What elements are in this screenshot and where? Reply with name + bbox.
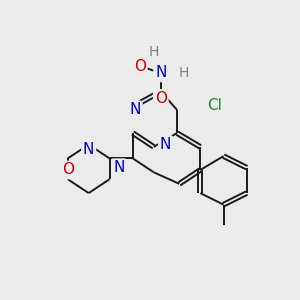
Text: N: N [130,102,141,117]
Text: O: O [62,163,74,178]
Text: H: H [148,45,159,59]
Text: H: H [179,66,189,80]
Text: O: O [134,58,146,74]
Text: N: N [83,142,94,157]
Text: Cl: Cl [207,98,222,113]
Text: N: N [160,137,171,152]
Text: O: O [155,91,167,106]
Text: N: N [155,65,166,80]
Text: N: N [113,160,124,175]
